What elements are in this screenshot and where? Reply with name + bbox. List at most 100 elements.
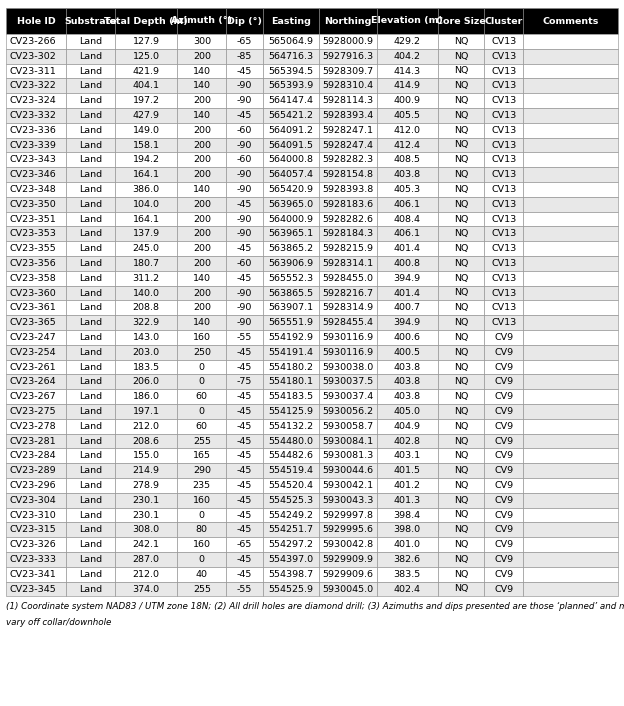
Bar — [263, 359, 319, 374]
Bar — [115, 419, 177, 433]
Bar — [66, 197, 115, 212]
Bar — [177, 108, 227, 123]
Text: 278.9: 278.9 — [132, 481, 160, 490]
Text: 408.5: 408.5 — [394, 155, 421, 164]
Bar — [115, 522, 177, 537]
Bar — [377, 271, 438, 286]
Text: 186.0: 186.0 — [132, 392, 160, 401]
Text: 140.0: 140.0 — [132, 289, 160, 297]
Bar — [377, 167, 438, 182]
Text: 5928455.4: 5928455.4 — [322, 318, 373, 327]
Text: 5928154.8: 5928154.8 — [322, 170, 373, 179]
Bar — [263, 315, 319, 330]
Text: CV23-302: CV23-302 — [9, 52, 56, 61]
Bar — [6, 537, 66, 552]
Bar — [377, 315, 438, 330]
Bar — [177, 508, 227, 522]
Text: CV9: CV9 — [494, 525, 514, 534]
Text: 5928114.3: 5928114.3 — [322, 96, 373, 105]
Bar — [227, 345, 263, 359]
Bar — [377, 448, 438, 463]
Bar — [438, 123, 484, 138]
Bar — [438, 241, 484, 256]
Bar — [438, 300, 484, 315]
Bar — [263, 123, 319, 138]
Text: Land: Land — [79, 259, 102, 268]
Bar — [115, 212, 177, 227]
Text: CV23-315: CV23-315 — [9, 525, 56, 534]
Bar — [484, 64, 524, 78]
Text: NQ: NQ — [454, 126, 468, 135]
Text: 564091.2: 564091.2 — [268, 126, 313, 135]
Bar — [524, 34, 618, 49]
Text: Land: Land — [79, 333, 102, 342]
Text: 60: 60 — [196, 421, 208, 431]
Text: 563965.0: 563965.0 — [268, 200, 313, 209]
Bar — [524, 152, 618, 167]
Text: 565393.9: 565393.9 — [268, 81, 313, 90]
Text: Total Depth (m): Total Depth (m) — [104, 16, 188, 25]
Bar — [263, 93, 319, 108]
Text: Land: Land — [79, 555, 102, 564]
Text: Land: Land — [79, 481, 102, 490]
Text: 197.1: 197.1 — [132, 407, 160, 416]
Bar — [66, 271, 115, 286]
Text: 402.4: 402.4 — [394, 585, 421, 594]
Text: NQ: NQ — [454, 347, 468, 357]
Bar — [263, 241, 319, 256]
Text: CV9: CV9 — [494, 451, 514, 460]
Text: 5930042.8: 5930042.8 — [322, 540, 373, 549]
Text: 5930042.1: 5930042.1 — [322, 481, 373, 490]
Bar — [227, 34, 263, 49]
Text: CV13: CV13 — [491, 37, 517, 46]
Text: 125.0: 125.0 — [132, 52, 160, 61]
Bar — [377, 582, 438, 597]
Text: CV9: CV9 — [494, 481, 514, 490]
Text: 398.4: 398.4 — [394, 510, 421, 520]
Bar — [263, 404, 319, 419]
Bar — [484, 286, 524, 300]
Bar — [484, 359, 524, 374]
Bar — [227, 582, 263, 597]
Text: CV13: CV13 — [491, 304, 517, 312]
Text: 405.5: 405.5 — [394, 111, 421, 120]
Bar — [377, 374, 438, 389]
Bar — [177, 182, 227, 197]
Bar — [6, 508, 66, 522]
Bar — [227, 167, 263, 182]
Bar — [438, 78, 484, 93]
Bar — [319, 227, 377, 241]
Text: 197.2: 197.2 — [132, 96, 160, 105]
Bar — [319, 197, 377, 212]
Bar — [66, 315, 115, 330]
Bar — [524, 463, 618, 478]
Text: -45: -45 — [237, 496, 252, 505]
Text: 554183.5: 554183.5 — [268, 392, 313, 401]
Text: 386.0: 386.0 — [132, 185, 160, 194]
Bar — [6, 49, 66, 64]
Text: Land: Land — [79, 244, 102, 253]
Bar — [319, 478, 377, 493]
Bar — [319, 522, 377, 537]
Text: CV23-310: CV23-310 — [9, 510, 56, 520]
Bar — [484, 182, 524, 197]
Bar — [66, 108, 115, 123]
Bar — [484, 463, 524, 478]
Bar — [524, 493, 618, 508]
Bar — [438, 34, 484, 49]
Text: 554249.2: 554249.2 — [268, 510, 313, 520]
Bar — [263, 448, 319, 463]
Bar — [484, 478, 524, 493]
Bar — [6, 478, 66, 493]
Text: Land: Land — [79, 96, 102, 105]
Bar — [66, 152, 115, 167]
Text: 374.0: 374.0 — [132, 585, 160, 594]
Bar — [177, 271, 227, 286]
Text: 400.8: 400.8 — [394, 259, 421, 268]
Text: Land: Land — [79, 347, 102, 357]
Text: 212.0: 212.0 — [132, 570, 160, 579]
Text: CV23-296: CV23-296 — [9, 481, 56, 490]
Bar — [263, 419, 319, 433]
Bar — [66, 212, 115, 227]
Bar — [115, 493, 177, 508]
